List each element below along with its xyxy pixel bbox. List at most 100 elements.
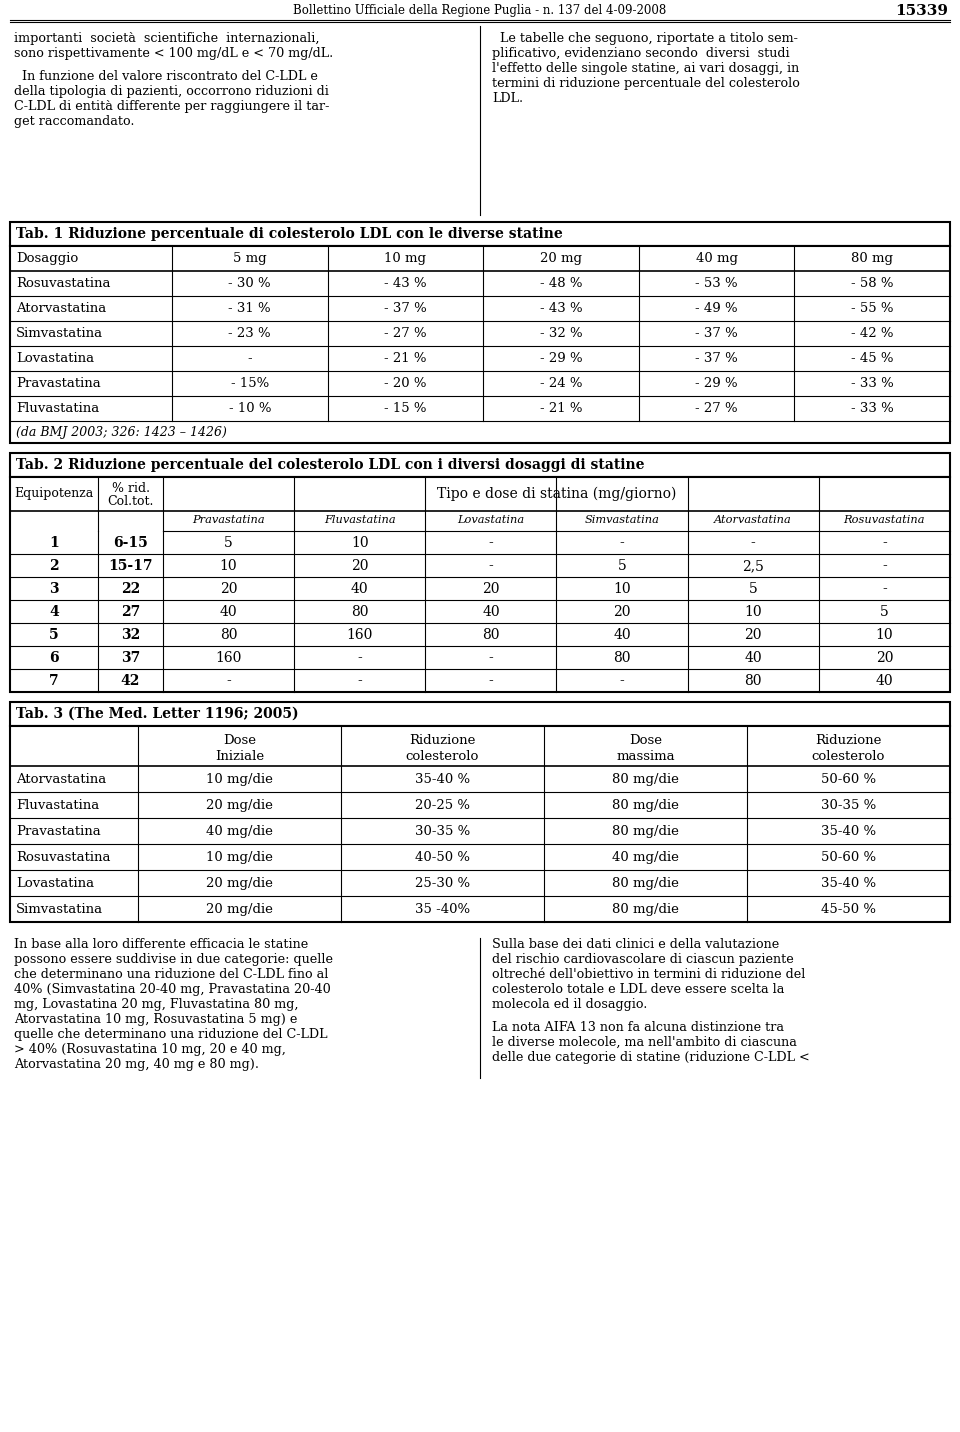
Text: del rischio cardiovascolare di ciascun paziente: del rischio cardiovascolare di ciascun p… [492, 954, 794, 967]
Text: 2: 2 [49, 558, 59, 573]
Text: In base alla loro differente efficacia le statine: In base alla loro differente efficacia l… [14, 938, 308, 951]
Text: 35-40 %: 35-40 % [415, 773, 470, 786]
Text: 15339: 15339 [895, 4, 948, 19]
Text: 45-50 %: 45-50 % [821, 904, 876, 916]
Text: Simvastatina: Simvastatina [16, 326, 103, 339]
Text: 35-40 %: 35-40 % [821, 876, 876, 891]
Text: 40 mg/die: 40 mg/die [206, 825, 273, 838]
Text: Lovastatina: Lovastatina [16, 352, 94, 365]
Text: - 37 %: - 37 % [384, 302, 427, 315]
Text: Rosuvastatina: Rosuvastatina [16, 276, 110, 291]
Text: mg, Lovastatina 20 mg, Fluvastatina 80 mg,: mg, Lovastatina 20 mg, Fluvastatina 80 m… [14, 998, 299, 1011]
Text: -: - [489, 558, 493, 573]
Text: Riduzione: Riduzione [409, 735, 476, 748]
Text: 80 mg: 80 mg [852, 252, 893, 265]
Text: 80: 80 [351, 604, 369, 619]
Text: Bollettino Ufficiale della Regione Puglia - n. 137 del 4-09-2008: Bollettino Ufficiale della Regione Pugli… [294, 4, 666, 17]
Text: % rid.: % rid. [111, 483, 150, 495]
Text: 10: 10 [351, 536, 369, 550]
Bar [10, 726, 950, 922]
Text: 80: 80 [220, 629, 237, 642]
Text: Riduzione: Riduzione [815, 735, 881, 748]
Text: 40: 40 [220, 604, 237, 619]
Text: > 40% (Rosuvastatina 10 mg, 20 e 40 mg,: > 40% (Rosuvastatina 10 mg, 20 e 40 mg, [14, 1042, 286, 1055]
Text: - 23 %: - 23 % [228, 326, 271, 339]
Text: -: - [882, 536, 887, 550]
Text: Atorvastatina 20 mg, 40 mg e 80 mg).: Atorvastatina 20 mg, 40 mg e 80 mg). [14, 1058, 259, 1071]
Text: Tipo e dose di statina (mg/giorno): Tipo e dose di statina (mg/giorno) [437, 487, 676, 501]
Text: -: - [489, 674, 493, 687]
Text: Pravastatina: Pravastatina [16, 825, 101, 838]
Text: 10: 10 [220, 558, 237, 573]
Text: colesterolo totale e LDL deve essere scelta la: colesterolo totale e LDL deve essere sce… [492, 982, 784, 997]
Text: 3: 3 [49, 581, 59, 596]
Text: 6: 6 [49, 652, 59, 664]
Text: Simvastatina: Simvastatina [16, 904, 103, 916]
Text: - 21 %: - 21 % [540, 402, 583, 415]
Text: 80 mg/die: 80 mg/die [612, 799, 679, 812]
Text: Atorvastatina: Atorvastatina [16, 773, 107, 786]
Text: Dosaggio: Dosaggio [16, 252, 79, 265]
Text: 20: 20 [745, 629, 762, 642]
Text: - 58 %: - 58 % [851, 276, 894, 291]
Text: 80: 80 [482, 629, 499, 642]
Text: 20: 20 [351, 558, 369, 573]
Text: 5: 5 [225, 536, 233, 550]
Bar [10, 702, 950, 726]
Text: molecola ed il dosaggio.: molecola ed il dosaggio. [492, 998, 647, 1011]
Text: - 48 %: - 48 % [540, 276, 583, 291]
Text: - 42 %: - 42 % [851, 326, 894, 339]
Text: 30-35 %: 30-35 % [821, 799, 876, 812]
Text: Tab. 2 Riduzione percentuale del colesterolo LDL con i diversi dosaggi di statin: Tab. 2 Riduzione percentuale del coleste… [16, 458, 644, 473]
Text: 20 mg/die: 20 mg/die [206, 904, 273, 916]
Text: 1: 1 [49, 536, 59, 550]
Text: 160: 160 [347, 629, 372, 642]
Text: Tab. 3 (The Med. Letter 1196; 2005): Tab. 3 (The Med. Letter 1196; 2005) [16, 707, 299, 720]
Text: 27: 27 [121, 604, 140, 619]
Text: -: - [489, 536, 493, 550]
Text: 10: 10 [876, 629, 893, 642]
Text: Tab. 1 Riduzione percentuale di colesterolo LDL con le diverse statine: Tab. 1 Riduzione percentuale di colester… [16, 228, 563, 241]
Text: - 21 %: - 21 % [384, 352, 426, 365]
Text: Lovastatina: Lovastatina [457, 516, 524, 526]
Text: Simvastatina: Simvastatina [585, 516, 660, 526]
Text: massima: massima [616, 750, 675, 763]
Text: -: - [751, 536, 756, 550]
Text: 40: 40 [482, 604, 500, 619]
Text: 40: 40 [876, 674, 893, 687]
Text: 35 -40%: 35 -40% [415, 904, 470, 916]
Text: - 29 %: - 29 % [695, 377, 738, 390]
Text: - 31 %: - 31 % [228, 302, 271, 315]
Text: Fluvastatina: Fluvastatina [16, 402, 99, 415]
Text: - 30 %: - 30 % [228, 276, 271, 291]
Text: che determinano una riduzione del C-LDL fino al: che determinano una riduzione del C-LDL … [14, 968, 328, 981]
Text: 20 mg/die: 20 mg/die [206, 876, 273, 891]
Text: Pravastatina: Pravastatina [16, 377, 101, 390]
Text: 22: 22 [121, 581, 140, 596]
Text: 40: 40 [351, 581, 369, 596]
Text: - 55 %: - 55 % [851, 302, 894, 315]
Text: - 43 %: - 43 % [384, 276, 426, 291]
Text: Atorvastatina 10 mg, Rosuvastatina 5 mg) e: Atorvastatina 10 mg, Rosuvastatina 5 mg)… [14, 1012, 298, 1025]
Text: l'effetto delle singole statine, ai vari dosaggi, in: l'effetto delle singole statine, ai vari… [492, 62, 800, 74]
Text: - 53 %: - 53 % [695, 276, 738, 291]
Text: 160: 160 [215, 652, 242, 664]
Text: -: - [882, 558, 887, 573]
Text: 5 mg: 5 mg [233, 252, 267, 265]
Text: Le tabelle che seguono, riportate a titolo sem-: Le tabelle che seguono, riportate a tito… [492, 32, 798, 44]
Text: sono rispettivamente < 100 mg/dL e < 70 mg/dL.: sono rispettivamente < 100 mg/dL e < 70 … [14, 47, 333, 60]
Text: 40: 40 [613, 629, 631, 642]
Text: 80 mg/die: 80 mg/die [612, 825, 679, 838]
Text: 5: 5 [49, 629, 59, 642]
Text: -: - [620, 536, 624, 550]
Text: - 27 %: - 27 % [695, 402, 738, 415]
Text: - 45 %: - 45 % [851, 352, 894, 365]
Text: 5: 5 [749, 581, 757, 596]
Text: - 49 %: - 49 % [695, 302, 738, 315]
Text: 20: 20 [876, 652, 893, 664]
Text: 40% (Simvastatina 20-40 mg, Pravastatina 20-40: 40% (Simvastatina 20-40 mg, Pravastatina… [14, 982, 331, 997]
Text: 10: 10 [613, 581, 631, 596]
Bar [10, 246, 950, 442]
Text: -: - [248, 352, 252, 365]
Text: della tipologia di pazienti, occorrono riduzioni di: della tipologia di pazienti, occorrono r… [14, 84, 329, 97]
